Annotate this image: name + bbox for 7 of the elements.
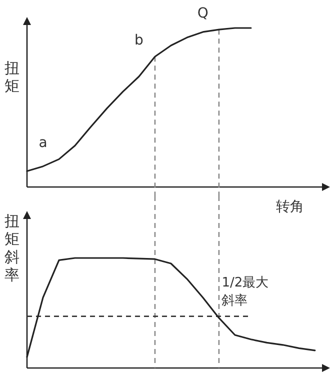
ref-line-label: 1/2最大斜率 [222, 275, 269, 308]
annotation: a [38, 135, 48, 152]
annotation: b [134, 32, 144, 49]
y-axis-title: 扭矩 [4, 59, 20, 95]
y-axis-title: 扭矩斜率 [4, 212, 20, 284]
x-axis-title: 转角 [276, 199, 304, 215]
text: Q [197, 6, 208, 22]
